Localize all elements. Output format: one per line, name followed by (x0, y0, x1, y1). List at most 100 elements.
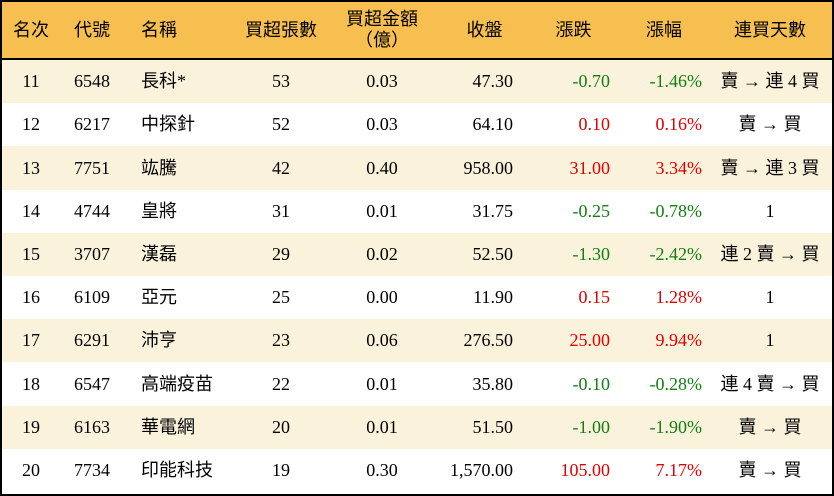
cell-name: 高端疫苗 (141, 373, 213, 394)
cell-close: 11.90 (473, 287, 513, 308)
header-change-percent: 漲幅 (646, 19, 682, 40)
header-name: 名稱 (141, 19, 177, 40)
cell-change: 31.00 (569, 157, 611, 178)
cell-code: 6217 (74, 114, 110, 135)
cell-name: 中探針 (141, 114, 195, 135)
table-row: 14 4744 皇將 31 0.01 31.75 -0.25 -0.78% 1 (2, 189, 832, 233)
cell-code: 6548 (74, 71, 110, 92)
cell-change: -0.25 (572, 200, 611, 221)
cell-change: 25.00 (569, 330, 611, 351)
table-body: 11 6548 長科* 53 0.03 47.30 -0.70 -1.46% 賣 → 連 4 買… (2, 60, 832, 493)
cell-close: 958.00 (463, 157, 514, 178)
cell-amount: 0.02 (366, 244, 398, 265)
header-close: 收盤 (466, 19, 503, 40)
cell-amount: 0.40 (366, 157, 398, 178)
cell-change: -1.30 (572, 244, 611, 265)
header-code: 代號 (74, 19, 110, 40)
cell-code: 7734 (74, 460, 110, 481)
cell-change: -1.00 (572, 416, 611, 437)
cell-streak: 賣 → 連 3 買 (720, 157, 820, 178)
cell-close: 35.80 (472, 373, 514, 394)
cell-streak: 賣 → 買 (738, 460, 802, 481)
cell-amount: 0.01 (366, 373, 398, 394)
cell-volume: 53 (272, 71, 290, 92)
header-buy-amount: 買超金額 （億） (346, 9, 418, 50)
cell-close: 276.50 (463, 330, 514, 351)
cell-name: 長科* (141, 71, 186, 92)
cell-volume: 25 (272, 287, 290, 308)
table-row: 16 6109 亞元 25 0.00 11.90 0.15 1.28% 1 (2, 276, 832, 320)
header-change: 漲跌 (555, 19, 592, 40)
header-buy-volume: 買超張數 (245, 19, 317, 40)
cell-pct: 0.16% (655, 114, 703, 135)
cell-pct: -0.78% (649, 200, 703, 221)
cell-rank: 11 (22, 71, 40, 92)
cell-amount: 0.06 (366, 330, 398, 351)
cell-rank: 13 (22, 157, 40, 178)
cell-code: 6163 (74, 416, 110, 437)
cell-rank: 20 (22, 460, 40, 481)
cell-change: 105.00 (560, 460, 611, 481)
table-row: 20 7734 印能科技 19 0.30 1,570.00 105.00 7.17% 賣 → 買 (2, 448, 832, 493)
cell-streak: 賣 → 買 (738, 114, 802, 135)
cell-close: 31.75 (472, 200, 514, 221)
header-rank: 名次 (13, 19, 49, 40)
cell-streak: 賣 → 買 (738, 416, 802, 437)
cell-code: 3707 (74, 244, 110, 265)
cell-name: 皇將 (141, 200, 177, 221)
cell-code: 7751 (74, 157, 110, 178)
cell-change: 0.15 (578, 287, 611, 308)
cell-volume: 29 (272, 244, 290, 265)
table-row: 15 3707 漢磊 29 0.02 52.50 -1.30 -2.42% 連 2 賣 → 買 (2, 232, 832, 277)
cell-streak: 1 (765, 287, 775, 308)
cell-streak: 1 (765, 200, 775, 221)
cell-amount: 0.03 (366, 71, 398, 92)
table-row: 13 7751 竑騰 42 0.40 958.00 31.00 3.34% 賣 → 連 3 買 (2, 146, 832, 190)
cell-name: 漢磊 (141, 244, 177, 265)
cell-pct: -2.42% (649, 244, 703, 265)
cell-volume: 23 (272, 330, 290, 351)
cell-name: 印能科技 (141, 460, 213, 481)
cell-rank: 18 (22, 373, 40, 394)
cell-name: 華電網 (141, 416, 195, 437)
cell-pct: 1.28% (655, 287, 703, 308)
cell-amount: 0.00 (366, 287, 398, 308)
table-row: 19 6163 華電網 20 0.01 51.50 -1.00 -1.90% 賣 → 買 (2, 405, 832, 449)
cell-close: 52.50 (472, 244, 514, 265)
cell-rank: 14 (22, 200, 40, 221)
table-row: 18 6547 高端疫苗 22 0.01 35.80 -0.10 -0.28% 連 4 賣 → … (2, 362, 832, 406)
cell-pct: 3.34% (655, 157, 703, 178)
cell-rank: 15 (22, 244, 40, 265)
cell-pct: -0.28% (649, 373, 703, 394)
cell-rank: 16 (22, 287, 40, 308)
cell-rank: 19 (22, 416, 40, 437)
cell-amount: 0.30 (366, 460, 398, 481)
cell-pct: -1.46% (649, 71, 703, 92)
cell-volume: 20 (272, 416, 290, 437)
table-header: 名次 代號 名稱 買超張數 買超金額 （億） 收盤 漲跌 漲幅 連買天數 (2, 2, 832, 60)
cell-amount: 0.01 (366, 416, 398, 437)
cell-name: 亞元 (141, 287, 177, 308)
cell-rank: 17 (22, 330, 40, 351)
cell-pct: -1.90% (649, 416, 703, 437)
cell-pct: 7.17% (655, 460, 703, 481)
cell-close: 64.10 (472, 114, 514, 135)
cell-close: 51.50 (472, 416, 514, 437)
cell-amount: 0.01 (366, 200, 398, 221)
cell-amount: 0.03 (366, 114, 398, 135)
table-row: 11 6548 長科* 53 0.03 47.30 -0.70 -1.46% 賣 → 連 4 買 (2, 60, 832, 104)
header-streak-days: 連買天數 (734, 19, 806, 40)
cell-streak: 1 (765, 330, 775, 351)
cell-volume: 31 (272, 200, 290, 221)
cell-volume: 22 (272, 373, 290, 394)
cell-volume: 19 (272, 460, 290, 481)
cell-code: 6109 (74, 287, 110, 308)
table-row: 12 6217 中探針 52 0.03 64.10 0.10 0.16% 賣 → 買 (2, 103, 832, 147)
cell-code: 6291 (74, 330, 110, 351)
cell-pct: 9.94% (655, 330, 703, 351)
cell-code: 4744 (74, 200, 110, 221)
cell-streak: 連 4 賣 → 買 (720, 373, 820, 394)
cell-change: 0.10 (578, 114, 611, 135)
table-row: 17 6291 沛亨 23 0.06 276.50 25.00 9.94% 1 (2, 319, 832, 363)
